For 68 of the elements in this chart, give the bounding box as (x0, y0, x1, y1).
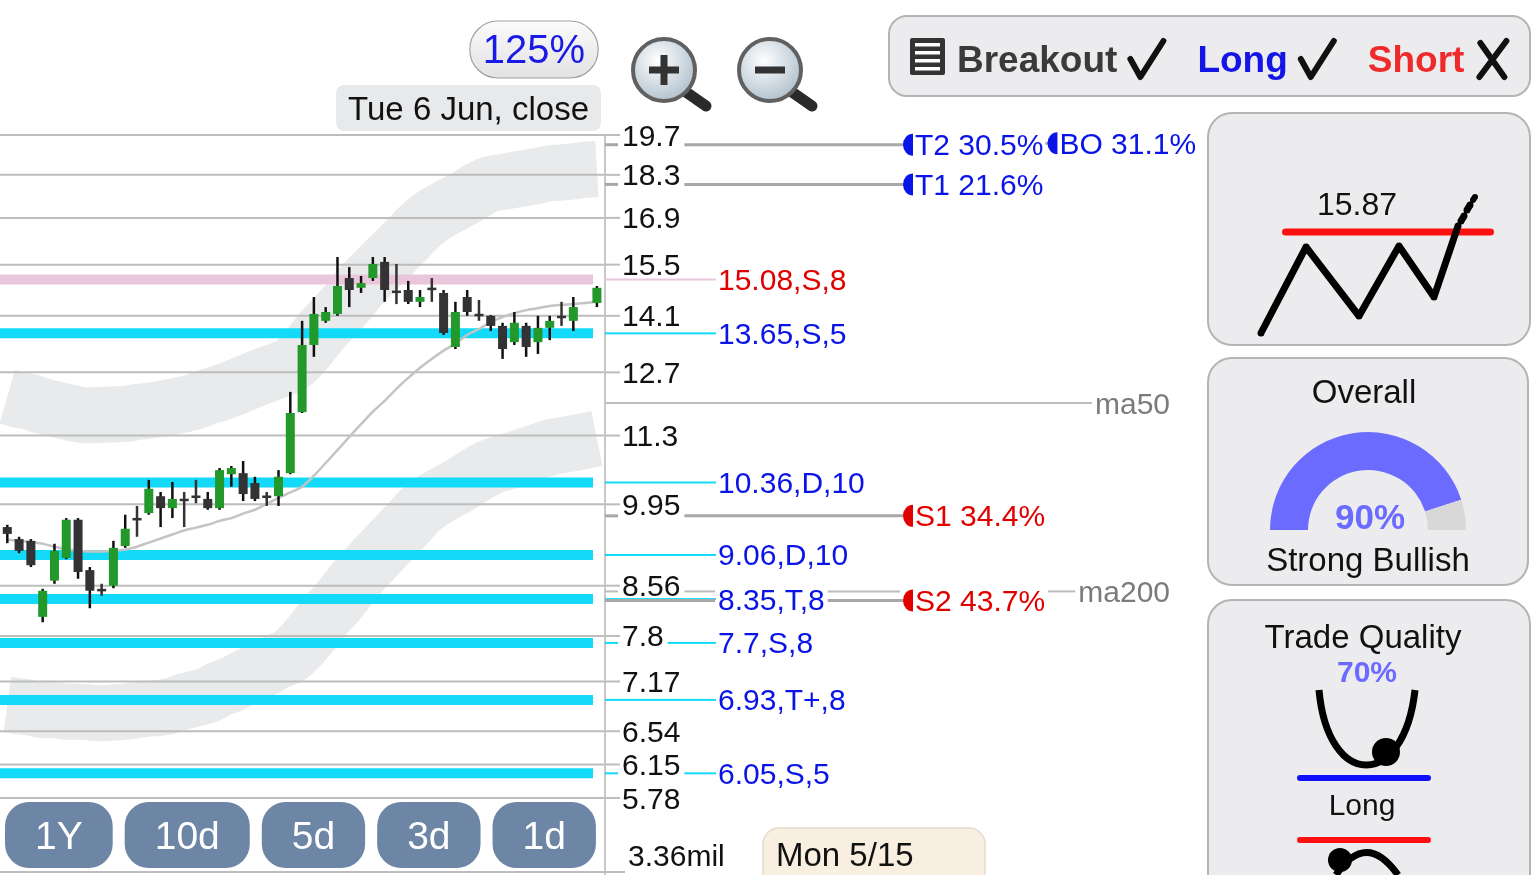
ref-line-label: 7.7,S,8 (718, 626, 814, 660)
y-tick-label: 9.95 (622, 487, 681, 521)
candlestick (462, 288, 472, 318)
chart-title: Overall (1311, 373, 1417, 410)
ref-line-label: 10.36,D,10 (718, 465, 865, 499)
ref-line-label: 9.06,D,10 (718, 538, 849, 572)
tooltip: Mon 5/15 (762, 827, 986, 875)
y-tick-label: 8.56 (622, 569, 681, 603)
text: 15.87 (1316, 186, 1398, 222)
candlestick (533, 314, 543, 356)
ref-line-label: T1 21.6% (915, 167, 1044, 201)
text: Long (1197, 39, 1288, 80)
ref-line-label: T2 30.5% (915, 128, 1044, 162)
candlestick (368, 255, 378, 283)
ref-line-label: ma50 (1094, 386, 1170, 420)
text: Trade Quality (1264, 618, 1462, 655)
candlestick (344, 265, 354, 309)
candlestick (238, 459, 248, 503)
candlestick (2, 523, 12, 545)
range-button: 1d (492, 802, 596, 868)
y-tick-label: 15.5 (622, 248, 681, 282)
ref-line-label: ma200 (1078, 574, 1170, 608)
zoom-level-button: 125% (469, 20, 599, 79)
text: Long (1328, 788, 1396, 821)
date-label: Tue 6 Jun, close (336, 85, 601, 131)
candlestick (592, 284, 602, 309)
y-tick-label: 7.8 (622, 619, 664, 653)
ref-line-label: 6.05,S,5 (718, 756, 830, 790)
candlestick (274, 468, 284, 508)
candlestick (403, 279, 413, 306)
text: Short (1367, 39, 1465, 80)
y-tick-label: 12.7 (622, 355, 681, 389)
ref-line-label: 13.65,S,5 (718, 316, 847, 350)
candlestick (156, 490, 166, 529)
candlestick (250, 475, 260, 503)
candlestick (120, 513, 130, 550)
candlestick (498, 321, 508, 361)
y-tick-label: 18.3 (622, 158, 681, 192)
data-label: 90% (1334, 497, 1406, 536)
candlestick (226, 464, 236, 488)
ref-line-label: S1 34.4% (915, 499, 1046, 533)
y-tick-label: 6.15 (622, 747, 681, 781)
ref-line-label: 8.35,T,8 (718, 582, 825, 616)
text: 70% (1336, 655, 1398, 688)
range-button: 10d (124, 802, 250, 868)
range-button: 1Y (5, 802, 113, 868)
text: Breakout (957, 39, 1118, 80)
candlestick (167, 480, 177, 520)
candlestick (521, 321, 531, 359)
y-tick-label: 6.54 (622, 714, 681, 748)
ref-line-label: BO 31.1% (1059, 126, 1197, 160)
ref-line-label: S2 43.7% (915, 583, 1046, 617)
y-tick-label: 5.78 (622, 781, 681, 815)
range-button: 5d (261, 802, 366, 868)
ref-line-label: 6.93,T+,8 (718, 683, 846, 717)
y-tick-label: 11.3 (622, 419, 679, 453)
text: Strong Bullish (1266, 541, 1470, 578)
y-tick-label: 14.1 (622, 299, 681, 333)
candlestick (568, 295, 578, 333)
candlestick (85, 565, 95, 610)
candlestick (545, 314, 555, 342)
y-tick-label: 7.17 (622, 664, 681, 698)
candlestick (509, 310, 519, 347)
range-button: 3d (377, 802, 481, 868)
text: 3.36mil (628, 839, 725, 872)
y-tick-label: 19.7 (622, 118, 681, 152)
y-tick-label: 16.9 (622, 201, 681, 235)
ref-line-label: 15.08,S,8 (718, 263, 847, 296)
